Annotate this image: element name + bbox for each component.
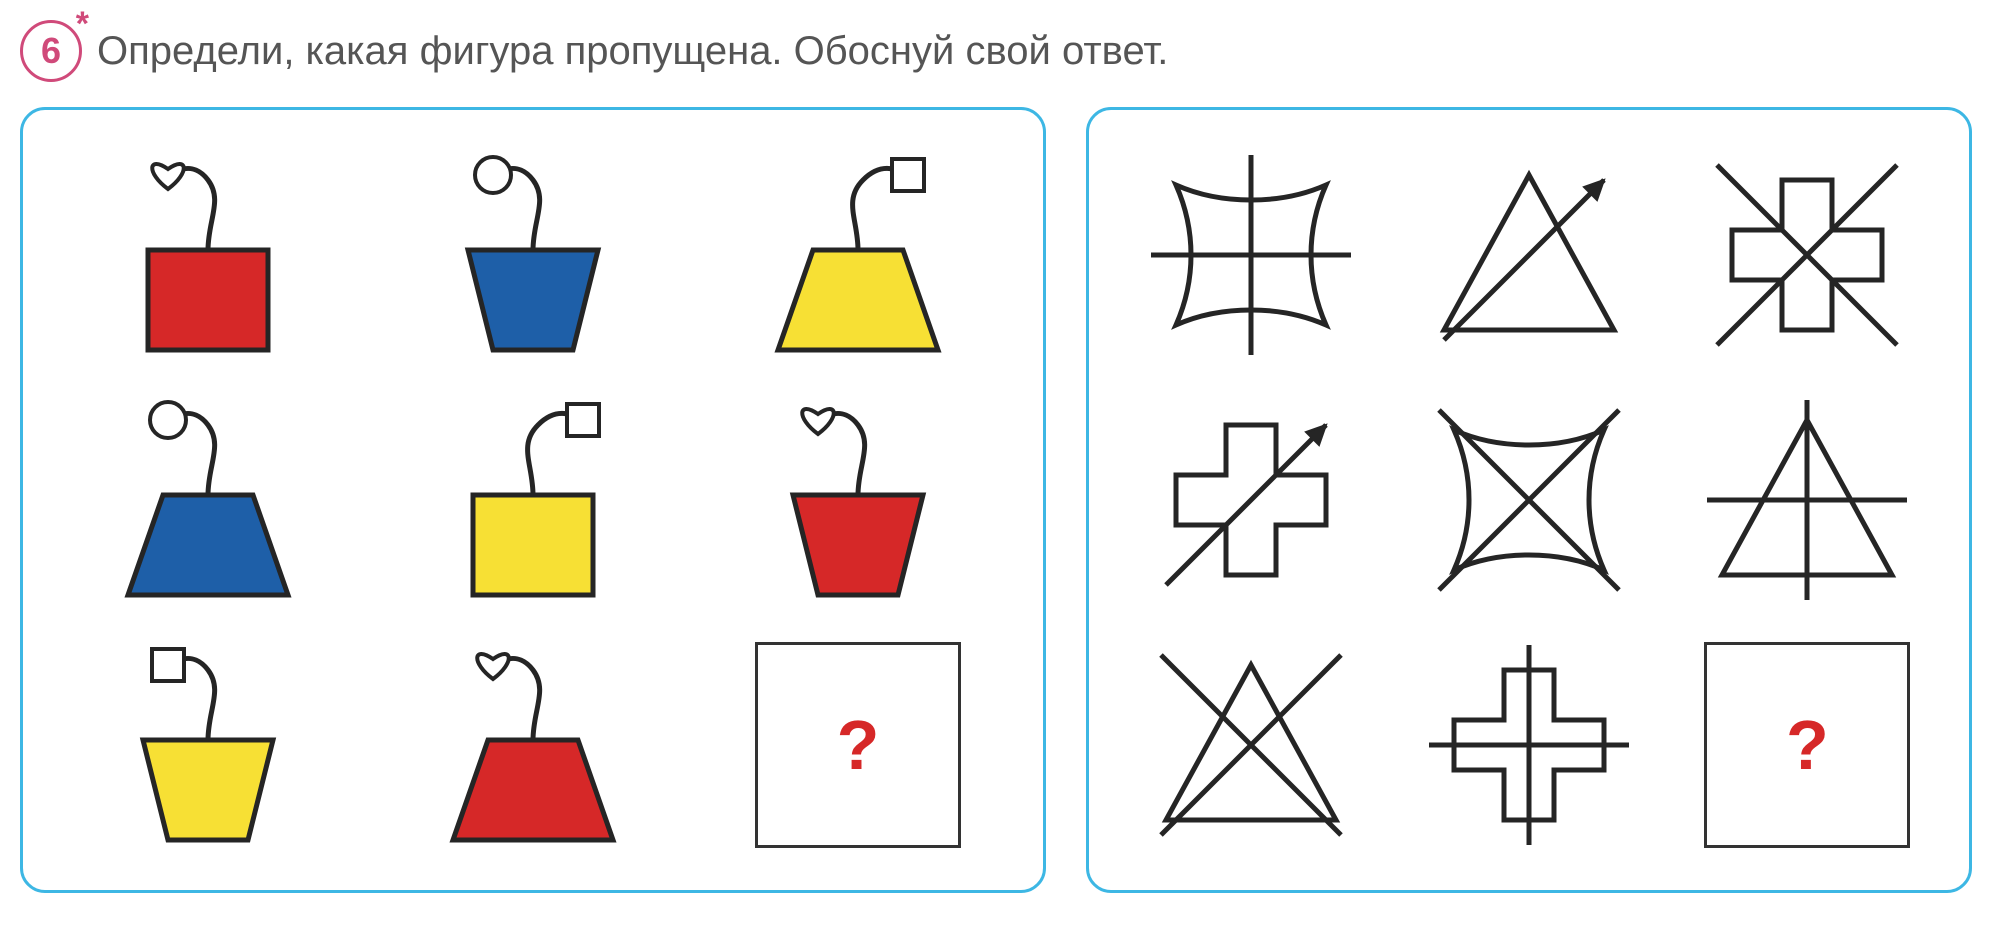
vase-figure [418, 140, 648, 370]
right-grid: ? [1119, 140, 1939, 860]
asterisk-icon: * [76, 5, 89, 44]
grid-cell [703, 140, 1013, 370]
geo-figure [1419, 390, 1639, 610]
task-number-badge: 6 * [20, 20, 82, 82]
grid-cell: ? [703, 630, 1013, 860]
question-box: ? [755, 642, 961, 848]
grid-cell [378, 385, 688, 615]
grid-cell [1676, 140, 1939, 370]
vase-figure [418, 630, 648, 860]
grid-cell [1676, 385, 1939, 615]
vase [143, 740, 273, 840]
vase [453, 740, 613, 840]
vase [473, 495, 593, 595]
grid-cell [703, 385, 1013, 615]
panels-container: ? [20, 107, 1984, 893]
vase [793, 495, 923, 595]
grid-cell [1119, 140, 1382, 370]
vase-figure [743, 140, 973, 370]
grid-cell [1397, 630, 1660, 860]
task-number: 6 [41, 30, 61, 72]
task-title: Определи, какая фигура пропущена. Обосну… [97, 29, 1168, 74]
grid-cell [1397, 140, 1660, 370]
geo-figure [1697, 390, 1917, 610]
geo-figure [1419, 635, 1639, 855]
geo-figure [1141, 145, 1361, 365]
vase [148, 250, 268, 350]
grid-cell [378, 630, 688, 860]
question-box: ? [1704, 642, 1910, 848]
vase-figure [93, 385, 323, 615]
left-panel: ? [20, 107, 1046, 893]
vase-figure [743, 385, 973, 615]
header: 6 * Определи, какая фигура пропущена. Об… [20, 20, 1984, 82]
vase-figure [418, 385, 648, 615]
left-grid: ? [53, 140, 1013, 860]
geo-figure [1419, 145, 1639, 365]
geo-figure [1141, 390, 1361, 610]
grid-cell [53, 385, 363, 615]
grid-cell [1397, 385, 1660, 615]
vase-figure [93, 630, 323, 860]
vase [128, 495, 288, 595]
grid-cell [1119, 385, 1382, 615]
grid-cell [378, 140, 688, 370]
vase-figure [93, 140, 323, 370]
geo-figure [1141, 635, 1361, 855]
grid-cell [1119, 630, 1382, 860]
grid-cell: ? [1676, 630, 1939, 860]
right-panel: ? [1086, 107, 1972, 893]
grid-cell [53, 140, 363, 370]
vase [468, 250, 598, 350]
geo-figure [1697, 145, 1917, 365]
vase [778, 250, 938, 350]
grid-cell [53, 630, 363, 860]
